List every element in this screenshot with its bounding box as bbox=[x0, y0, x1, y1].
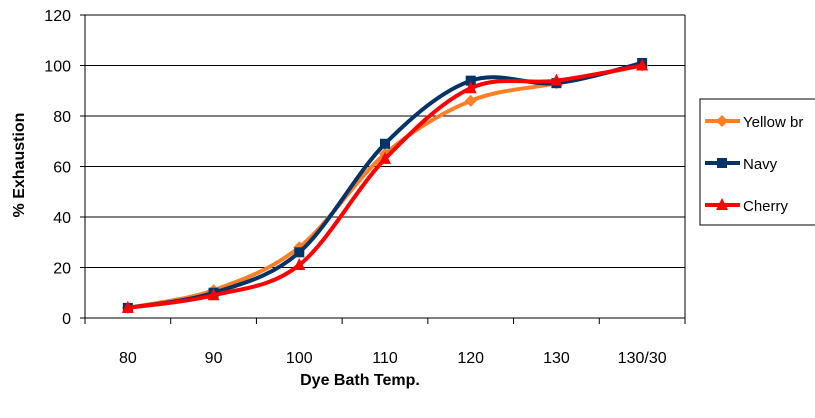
y-tick-label-0: 0 bbox=[62, 311, 71, 328]
x-tick-label-110: 110 bbox=[372, 350, 398, 367]
x-ticks: 80 90 100 110 120 130 130/30 bbox=[84, 318, 686, 367]
series-yellow-br bbox=[121, 59, 649, 314]
legend-label-navy: Navy bbox=[743, 156, 778, 173]
series-line-yellow-br bbox=[125, 63, 645, 310]
series-cherry bbox=[121, 58, 649, 313]
y-tick-label-80: 80 bbox=[53, 109, 71, 126]
data-point-cherry-100 bbox=[293, 257, 306, 270]
legend-label-cherry: Cherry bbox=[743, 198, 789, 215]
data-point-cherry-80 bbox=[121, 300, 134, 313]
x-tick-label-90: 90 bbox=[205, 350, 223, 367]
data-point-cherry-130/30 bbox=[636, 58, 649, 71]
x-tick-label-80: 80 bbox=[119, 350, 137, 367]
legend-swatch-marker-cherry bbox=[716, 198, 728, 210]
y-tick-label-40: 40 bbox=[53, 210, 71, 227]
y-axis-title: % Exhaustion bbox=[11, 113, 28, 218]
x-tick-label-120: 120 bbox=[457, 350, 484, 367]
legend-swatch-marker-yellow-br bbox=[716, 115, 728, 127]
legend-swatch-marker-navy bbox=[717, 158, 727, 168]
data-point-navy-100 bbox=[294, 247, 305, 258]
x-axis-title: Dye Bath Temp. bbox=[300, 372, 420, 389]
data-point-yellow-br-120 bbox=[464, 94, 477, 107]
x-tick-label-130: 130 bbox=[543, 350, 570, 367]
y-tick-label-120: 120 bbox=[44, 8, 71, 25]
series-line-cherry bbox=[125, 63, 645, 310]
legend-label-yellow-br: Yellow br bbox=[743, 114, 803, 131]
data-point-navy-110 bbox=[380, 138, 390, 149]
y-tick-label-60: 60 bbox=[53, 160, 71, 177]
data-point-cherry-90 bbox=[207, 288, 220, 301]
y-tick-label-100: 100 bbox=[44, 59, 71, 76]
series-line-navy bbox=[125, 61, 645, 310]
y-tick-label-20: 20 bbox=[53, 261, 71, 278]
data-point-navy-120 bbox=[465, 75, 476, 86]
x-tick-label-130/30: 130/30 bbox=[618, 350, 667, 367]
data-point-cherry-110 bbox=[379, 151, 391, 164]
legend-item-navy: Navy bbox=[705, 156, 778, 173]
series bbox=[121, 57, 649, 314]
data-point-cherry-130 bbox=[550, 73, 563, 86]
gridlines bbox=[85, 14, 685, 268]
series-navy bbox=[122, 57, 648, 313]
y-ticks: 0 20 40 60 80 100 120 bbox=[44, 8, 85, 328]
legend: Yellow br Navy Cherry bbox=[699, 98, 815, 226]
legend-item-yellow-br: Yellow br bbox=[705, 114, 803, 131]
x-tick-label-100: 100 bbox=[286, 350, 313, 367]
data-point-cherry-120 bbox=[464, 81, 477, 94]
legend-item-cherry: Cherry bbox=[705, 198, 789, 215]
